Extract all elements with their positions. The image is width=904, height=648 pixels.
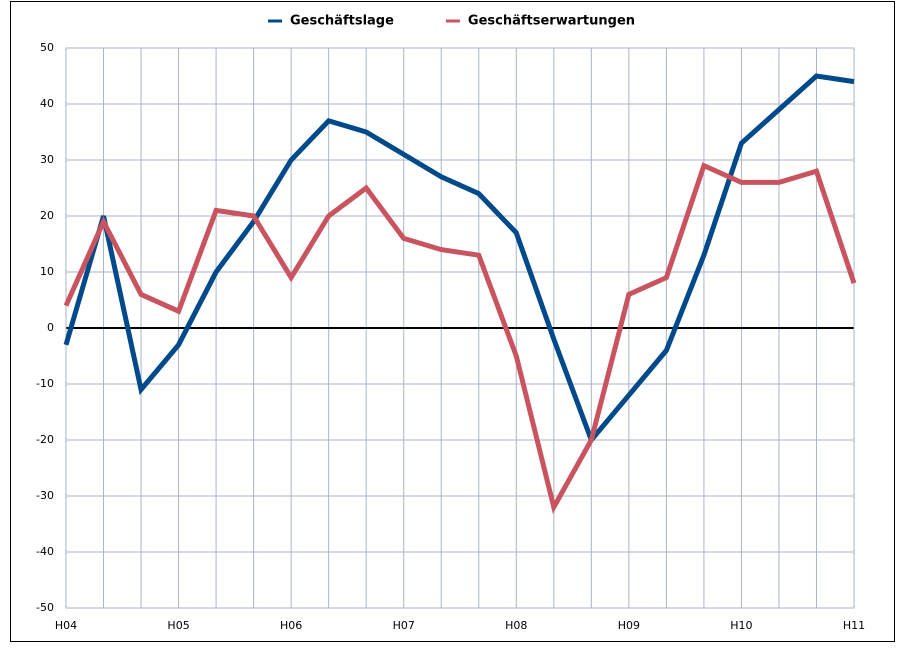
y-tick-label: -20 (36, 433, 54, 446)
plot-border (65, 47, 855, 609)
legend-label: Geschäftslage (290, 14, 394, 29)
x-tick-label: H05 (167, 619, 189, 632)
y-tick-label: 30 (40, 153, 54, 166)
x-tick-label: H07 (393, 619, 415, 632)
legend-label: Geschäftserwartungen (468, 14, 635, 29)
x-tick-label: H10 (730, 619, 752, 632)
y-tick-label: -30 (36, 489, 54, 502)
legend: Geschäftslage Geschäftserwartungen (268, 14, 635, 29)
data-line (63, 162, 857, 514)
data-line (63, 73, 855, 445)
y-tick-label: 40 (40, 97, 54, 110)
x-tick-label: H08 (505, 619, 527, 632)
y-tick-label: -40 (36, 545, 54, 558)
y-tick-label: 10 (40, 265, 54, 278)
y-tick-label: -50 (36, 601, 54, 614)
x-tick-label: H09 (618, 619, 640, 632)
chart-frame (10, 1, 895, 642)
x-tick-label: H11 (843, 619, 865, 632)
y-tick-label: 0 (47, 321, 54, 334)
y-tick-label: -10 (36, 377, 54, 390)
x-tick-label: H06 (280, 619, 302, 632)
x-tick-label: H04 (55, 619, 77, 632)
y-tick-label: 20 (40, 209, 54, 222)
y-tick-label: 50 (40, 41, 54, 54)
